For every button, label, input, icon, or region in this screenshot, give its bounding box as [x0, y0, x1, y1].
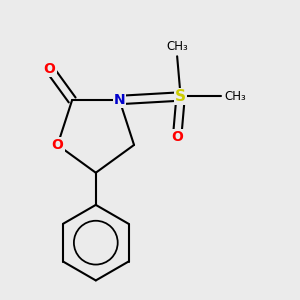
Text: CH₃: CH₃	[224, 90, 246, 103]
Text: O: O	[52, 138, 64, 152]
Text: O: O	[171, 130, 183, 144]
Text: S: S	[175, 89, 186, 104]
Text: CH₃: CH₃	[166, 40, 188, 53]
Text: O: O	[44, 62, 56, 76]
Text: N: N	[114, 93, 125, 107]
